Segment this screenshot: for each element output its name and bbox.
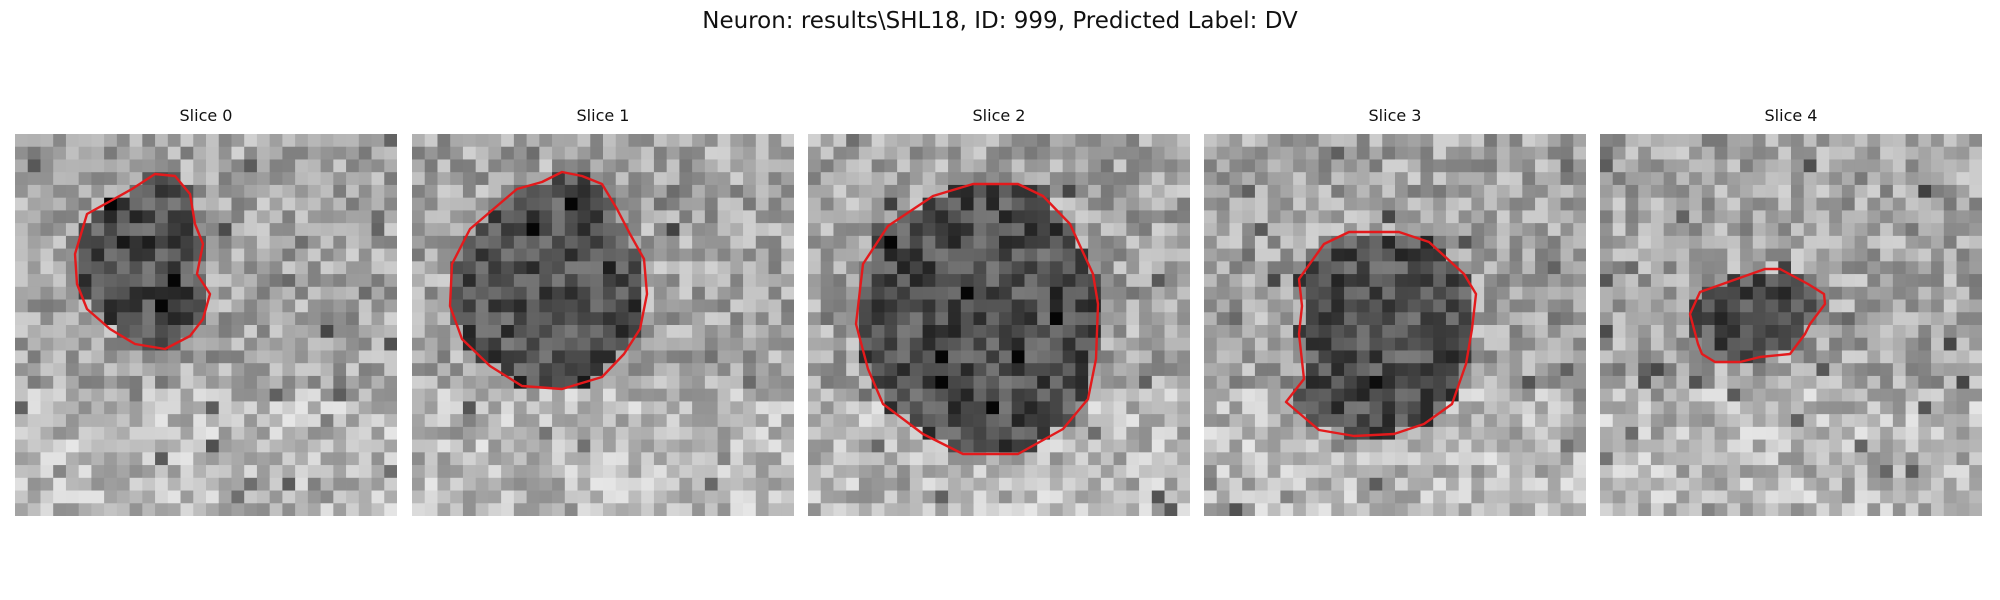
slice-title-4: Slice 4	[1764, 106, 1818, 125]
pixel-grid	[1204, 134, 1586, 516]
roi-contour	[1688, 267, 1827, 364]
roi-contour	[854, 182, 1100, 456]
slice-image-3	[1204, 134, 1586, 516]
roi-contour	[73, 172, 212, 351]
slice-title-0: Slice 0	[179, 106, 233, 125]
slice-image-2	[808, 134, 1190, 516]
pixel-grid	[15, 134, 397, 516]
slice-title-1: Slice 1	[576, 106, 630, 125]
roi-contour	[1284, 230, 1478, 438]
slice-title-2: Slice 2	[972, 106, 1026, 125]
slice-image-4	[1600, 134, 1982, 516]
pixel-grid	[808, 134, 1190, 516]
roi-contour	[448, 170, 649, 391]
slice-image-1	[412, 134, 794, 516]
figure-title: Neuron: results\SHL18, ID: 999, Predicte…	[702, 8, 1298, 34]
slice-title-3: Slice 3	[1368, 106, 1422, 125]
slice-image-0	[15, 134, 397, 516]
pixel-grid	[1600, 134, 1982, 516]
pixel-grid	[412, 134, 794, 516]
